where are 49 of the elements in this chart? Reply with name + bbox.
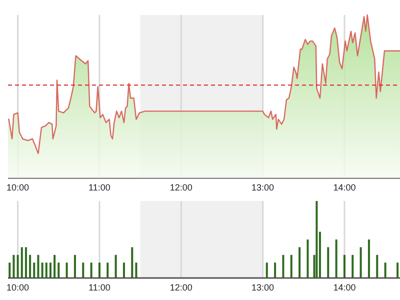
bar (20, 247, 23, 278)
bar (396, 262, 399, 278)
bar (368, 240, 370, 278)
bar (122, 262, 125, 278)
bar (8, 262, 11, 278)
bar (266, 262, 268, 278)
bar (376, 254, 378, 278)
bar (24, 247, 27, 278)
bar (90, 262, 92, 278)
x-tick-label: 13:00 (252, 182, 274, 192)
bar (274, 262, 276, 278)
bar (343, 254, 346, 278)
x-tick-label: 11:00 (88, 182, 110, 192)
bar (66, 262, 68, 278)
bar (54, 254, 56, 278)
x-tick-label: 12:00 (170, 282, 192, 292)
x-tick-label: 11:00 (88, 282, 110, 292)
bar (306, 240, 309, 278)
bar (316, 201, 318, 278)
bar (327, 247, 330, 278)
bar (12, 254, 15, 278)
x-tick-label: 14:00 (333, 182, 356, 192)
bar (135, 262, 138, 278)
bar (131, 247, 134, 278)
bar (360, 247, 362, 278)
bar (114, 254, 117, 278)
bar (384, 262, 386, 278)
bar (352, 254, 354, 278)
bar (41, 262, 44, 278)
bar (298, 247, 301, 278)
x-tick-label: 10:00 (6, 182, 30, 192)
bar (49, 262, 52, 278)
bar (98, 262, 100, 278)
x-tick-label: 10:00 (6, 282, 30, 292)
bar (45, 262, 48, 278)
bar (282, 254, 284, 278)
x-tick-label: 12:00 (170, 182, 192, 192)
bar (290, 254, 292, 278)
x-tick-label: 13:00 (252, 282, 274, 292)
bar (335, 240, 338, 278)
x-tick-label: 14:00 (333, 282, 356, 292)
bar (33, 262, 36, 278)
bar (106, 262, 109, 278)
bar (29, 254, 32, 278)
bar (16, 254, 19, 278)
bar (37, 254, 40, 278)
bar (58, 262, 60, 278)
bar (82, 262, 84, 278)
bar (74, 254, 76, 278)
